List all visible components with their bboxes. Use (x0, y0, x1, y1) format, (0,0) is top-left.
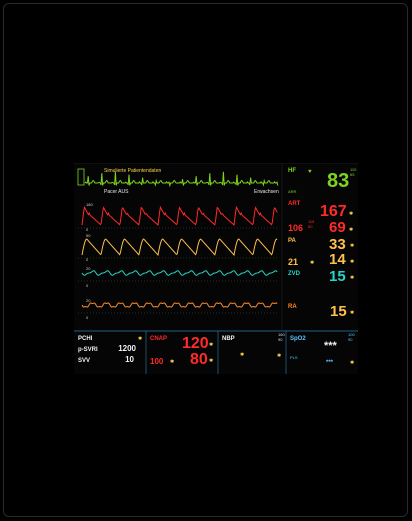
art-label: ART (288, 201, 301, 207)
svri-label: p-SVRI (78, 347, 98, 353)
zvd-parameter[interactable]: ZVD 15 ✱ (288, 268, 354, 285)
hf-limit-high: 110 (350, 167, 357, 172)
ra-wave: 20 0 (81, 298, 278, 320)
pchi-label: PCHI (78, 336, 93, 342)
art-limit-high: 115 (308, 219, 315, 224)
art-alarm-icon: ✱ (349, 211, 353, 217)
pa-mean-alarm-icon: ✱ (350, 259, 354, 265)
nbp-limit-low: 90 (278, 337, 283, 342)
hf-label: HF (288, 168, 296, 174)
spo2-pulse-label: PLS (290, 355, 298, 360)
svv-value: 10 (125, 355, 134, 364)
pa-diastolic-alarm-icon: ✱ (310, 260, 314, 266)
pa-alarm-icon: ✱ (350, 243, 354, 249)
pa-scale-top: 50 (86, 233, 91, 238)
cnap-alarm-icon: ✱ (209, 342, 213, 348)
zvd-label: ZVD (288, 271, 301, 277)
zvd-alarm-icon: ✱ (350, 275, 354, 281)
pchi-alarm-icon: ✱ (138, 336, 142, 342)
art-scale-top: 180 (86, 202, 93, 207)
cnap-panel[interactable]: CNAP 120 ✱ 100 ✱ 80 ✱ (150, 335, 213, 368)
spo2-label: SpO2 (290, 336, 306, 342)
ra-alarm-icon: ✱ (350, 310, 354, 316)
art-wave: 180 0 (81, 202, 278, 232)
svv-label: SVV (78, 358, 90, 364)
monitor-display: Simulierte Patientendaten Pacer AUS Erwa… (74, 162, 358, 374)
nbp-alarm-icon: ✱ (240, 352, 244, 358)
svri-value: 1200 (118, 344, 136, 353)
ra-value: 15 (330, 303, 347, 320)
art-mean: 69 (329, 219, 346, 236)
zvd-wave: 20 0 (81, 266, 278, 288)
pa-parameter[interactable]: PA 33 14 21 ✱ ✱ ✱ (288, 236, 354, 268)
art-scale-bottom: 0 (86, 227, 89, 232)
cnap-diastolic: 80 (190, 351, 208, 368)
banner-text: Simulierte Patientendaten (104, 168, 161, 174)
ra-scale-top: 20 (86, 298, 91, 303)
nbp-mean-alarm-icon: ✱ (277, 353, 281, 359)
patient-category: Erwachsen (254, 189, 279, 195)
spo2-panel[interactable]: SpO2 100 90 *** PLS *** ✱ (290, 332, 355, 366)
nbp-label: NBP (222, 336, 235, 342)
monitor-frame: Simulierte Patientendaten Pacer AUS Erwa… (3, 3, 408, 517)
cnap-diastolic-alarm-icon: ✱ (209, 358, 213, 364)
pa-label: PA (288, 238, 297, 244)
spo2-limit-low: 90 (348, 337, 353, 342)
spo2-alarm-icon: ✱ (350, 360, 354, 366)
art-diastolic: 106 (288, 223, 303, 233)
pa-systolic: 33 (329, 236, 346, 253)
art-mean-alarm-icon: ✱ (349, 227, 353, 233)
zvd-scale-top: 20 (86, 266, 91, 271)
spo2-pulse-value: *** (326, 360, 334, 366)
heart-icon: ♥ (308, 169, 312, 175)
ra-scale-bottom: 0 (86, 315, 89, 320)
pa-mean: 14 (329, 251, 346, 268)
nbp-panel[interactable]: NBP 160 90 ✱ ✱ (222, 332, 285, 359)
cnap-systolic: 120 (182, 335, 209, 352)
spo2-value: *** (324, 340, 338, 352)
hf-limit-low: 65 (350, 172, 355, 177)
ecg-wave (77, 168, 279, 188)
zvd-value: 15 (329, 268, 346, 285)
zvd-scale-bottom: 0 (86, 283, 89, 288)
monitor-screen: Simulierte Patientendaten Pacer AUS Erwa… (74, 162, 358, 374)
spo2-limit-high: 100 (348, 332, 355, 337)
hf-parameter[interactable]: HF ♥ ARR 83 110 65 (288, 167, 357, 194)
pa-scale-bottom: 0 (86, 257, 89, 262)
pchi-panel[interactable]: PCHI ✱ p-SVRI 1200 SVV 10 (78, 336, 142, 364)
hf-value: 83 (327, 170, 349, 192)
cnap-mean: 100 (150, 357, 164, 366)
hf-arrhythmia: ARR (288, 189, 297, 194)
art-systolic: 167 (320, 203, 347, 220)
art-parameter[interactable]: ART 167 69 106 115 60 ✱ ✱ (288, 201, 353, 236)
art-limit-low: 60 (308, 224, 313, 229)
cnap-label: CNAP (150, 336, 167, 342)
nbp-limit-high: 160 (278, 332, 285, 337)
ra-label: RA (288, 304, 297, 310)
cnap-mean-alarm-icon: ✱ (170, 359, 174, 365)
pa-diastolic: 21 (288, 257, 298, 267)
pa-wave: 50 0 (81, 233, 278, 262)
ra-parameter[interactable]: RA 15 ✱ (288, 303, 354, 320)
pacer-status: Pacer AUS (104, 189, 129, 195)
